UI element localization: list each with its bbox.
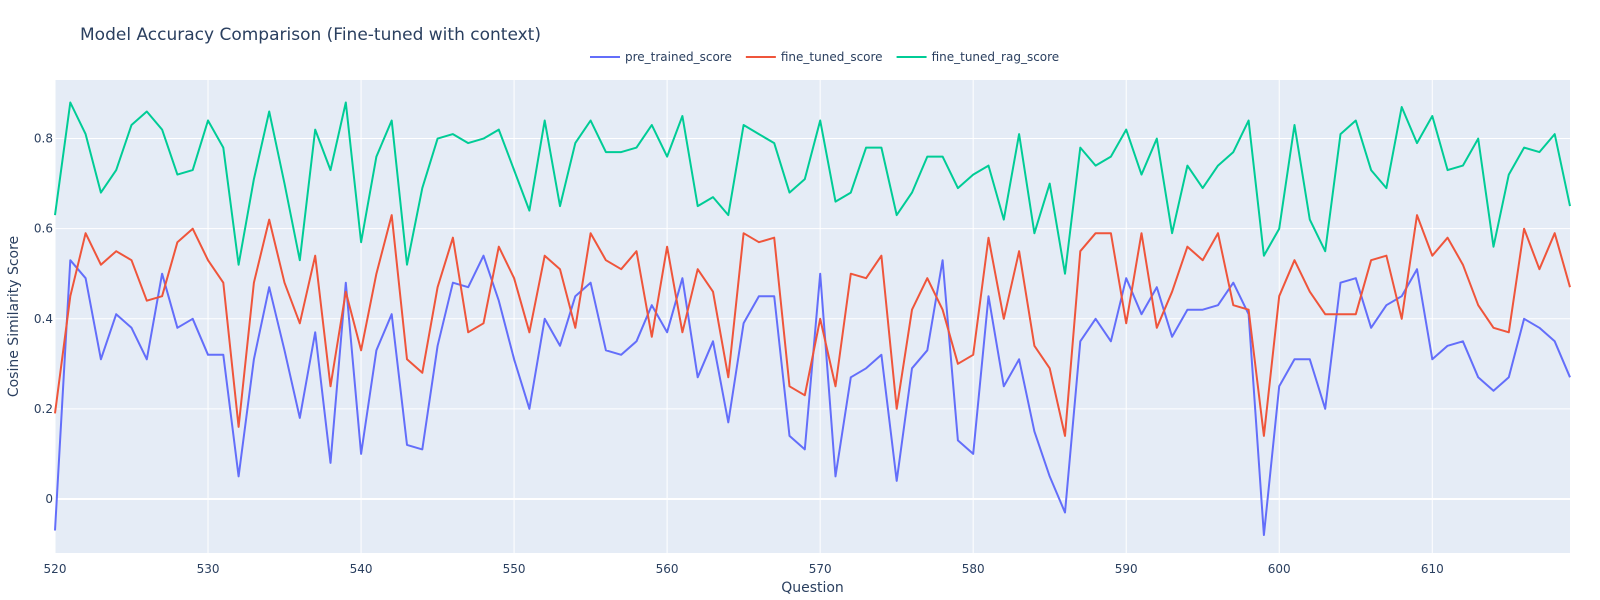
x-tick-label: 580 — [962, 562, 985, 576]
x-grid — [54, 80, 1433, 553]
x-axis-title: Question — [781, 580, 844, 596]
y-tick-label: 0.6 — [34, 222, 53, 236]
y-tick-label: 0 — [45, 492, 53, 506]
y-tick-label: 0.4 — [34, 312, 53, 326]
x-tick-label: 550 — [503, 562, 526, 576]
x-tick-label: 570 — [809, 562, 832, 576]
legend-label: fine_tuned_rag_score — [932, 50, 1060, 64]
series-line-fine-tuned-score[interactable] — [54, 214, 1571, 437]
y-tick-label: 0.2 — [34, 402, 53, 416]
y-axis-title: Cosine Similarity Score — [6, 236, 22, 397]
legend-label: fine_tuned_score — [781, 50, 883, 64]
x-tick-label: 520 — [44, 562, 67, 576]
x-tick-label: 530 — [197, 562, 220, 576]
y-grid — [55, 138, 1570, 500]
x-tick-label: 600 — [1268, 562, 1291, 576]
series-layer — [54, 101, 1571, 536]
legend-label: pre_trained_score — [625, 50, 732, 64]
x-axis-ticks: 520 530 540 550 560 570 580 590 600 610 — [44, 562, 1444, 576]
plot-area — [55, 80, 1570, 553]
legend[interactable]: pre_trained_score fine_tuned_score fine_tu… — [590, 50, 1059, 64]
x-tick-label: 610 — [1421, 562, 1444, 576]
legend-item-pre-trained-score[interactable]: pre_trained_score — [590, 50, 732, 64]
legend-item-fine-tuned-score[interactable]: fine_tuned_score — [745, 50, 883, 64]
y-tick-label: 0.8 — [34, 132, 53, 146]
chart-title: Model Accuracy Comparison (Fine-tuned wi… — [80, 25, 541, 45]
x-tick-label: 540 — [350, 562, 373, 576]
x-tick-label: 560 — [656, 562, 679, 576]
series-line-fine-tuned-rag-score[interactable] — [54, 101, 1571, 275]
x-tick-label: 590 — [1115, 562, 1138, 576]
legend-item-fine-tuned-rag-score[interactable]: fine_tuned_rag_score — [896, 50, 1060, 64]
y-axis-ticks: 0 0.2 0.4 0.6 0.8 — [34, 132, 53, 506]
